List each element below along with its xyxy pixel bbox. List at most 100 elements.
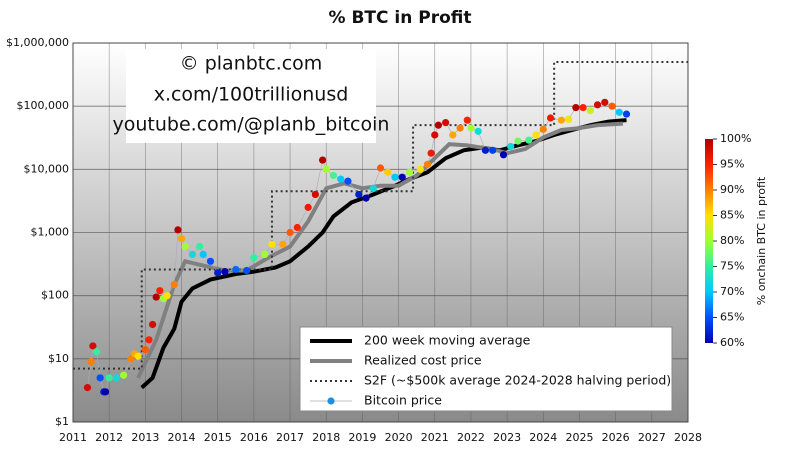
price-point [92,348,101,356]
x-tick-label: 2018 [312,431,340,444]
price-point [572,103,580,112]
price-point [467,124,475,132]
price-point [148,320,157,329]
colorbar-tick-label: 80% [720,234,744,247]
x-tick-label: 2023 [493,431,521,444]
price-point [279,240,287,248]
colorbar-tick-label: 75% [720,260,744,273]
series-line [73,61,688,370]
price-point [431,131,439,139]
x-tick-label: 2016 [240,431,268,444]
price-point [268,240,276,248]
price-point [474,127,482,135]
annotation: youtube.com/@planb_bitcoin [113,114,390,136]
price-point [355,190,363,199]
price-point [199,250,207,259]
price-point [232,265,240,274]
price-point [112,374,121,382]
price-point [376,164,385,172]
price-point [286,228,294,237]
price-point [293,223,301,232]
price-point [622,110,631,118]
legend-label: Realized cost price [364,353,482,368]
price-point [481,146,490,154]
price-point [463,116,471,124]
colorbar-tick-label: 100% [720,132,751,145]
price-point [134,352,142,360]
x-tick-label: 2021 [421,431,449,444]
price-point [329,171,338,180]
price-point [319,156,327,164]
price-point [196,242,204,251]
price-point [514,137,522,145]
price-point [615,108,623,116]
y-tick-label: $10 [48,352,69,365]
price-point [101,388,110,396]
price-point [434,121,442,129]
x-tick-label: 2013 [131,431,159,444]
price-point [250,254,258,262]
y-tick-label: $1 [55,415,69,428]
price-point [601,98,609,106]
colorbar [705,139,713,343]
x-tick-label: 2026 [602,431,630,444]
price-point [261,250,269,259]
price-point [499,151,508,159]
price-point [243,266,251,275]
price-point [127,355,135,363]
legend-label: 200 week moving average [364,333,531,348]
colorbar-tick-label: 65% [720,311,744,324]
colorbar-tick-label: 70% [720,285,744,298]
price-point [188,250,196,259]
x-tick-label: 2017 [276,431,304,444]
price-point [489,146,497,154]
price-point [442,118,450,127]
price-point [206,257,215,265]
price-point [608,102,616,110]
price-point [405,168,414,176]
price-point [170,280,178,289]
x-tick-label: 2024 [529,431,557,444]
price-point [163,292,171,300]
price-point [384,168,392,176]
price-point [83,384,92,392]
price-point [423,160,432,168]
price-point [398,173,406,181]
price-point [427,149,435,157]
price-point [145,336,153,344]
price-point [177,235,186,243]
y-tick-label: $10,000 [24,162,70,175]
price-point [507,142,515,151]
colorbar-tick-label: 85% [720,209,744,222]
legend-label: Bitcoin price [364,393,442,408]
price-point [539,125,547,133]
y-tick-label: $100 [41,289,69,302]
price-point [156,287,164,295]
chart-title: % BTC in Profit [329,8,472,28]
x-tick-label: 2019 [348,431,376,444]
price-point [105,374,113,382]
price-point [311,190,319,199]
price-point [344,177,352,185]
price-point [532,131,540,139]
price-point [362,194,370,202]
annotation: © planbtc.com [180,53,323,75]
legend-box [299,326,673,412]
price-point [593,101,602,109]
x-tick-label: 2020 [385,431,413,444]
legend-label: S2F (~$500k average 2024-2028 halving pe… [364,373,671,388]
y-tick-label: $100,000 [17,99,70,112]
price-point [87,358,95,366]
price-point [546,114,555,122]
x-tick-label: 2011 [59,431,87,444]
y-tick-label: $1,000 [31,226,70,239]
x-tick-label: 2025 [565,431,593,444]
price-point [152,293,160,301]
x-tick-label: 2028 [674,431,702,444]
annotation: x.com/100trillionusd [154,84,349,106]
colorbar-tick-label: 90% [720,183,744,196]
colorbar-tick-label: 60% [720,336,744,349]
price-point [557,116,565,124]
series-line [136,121,624,379]
